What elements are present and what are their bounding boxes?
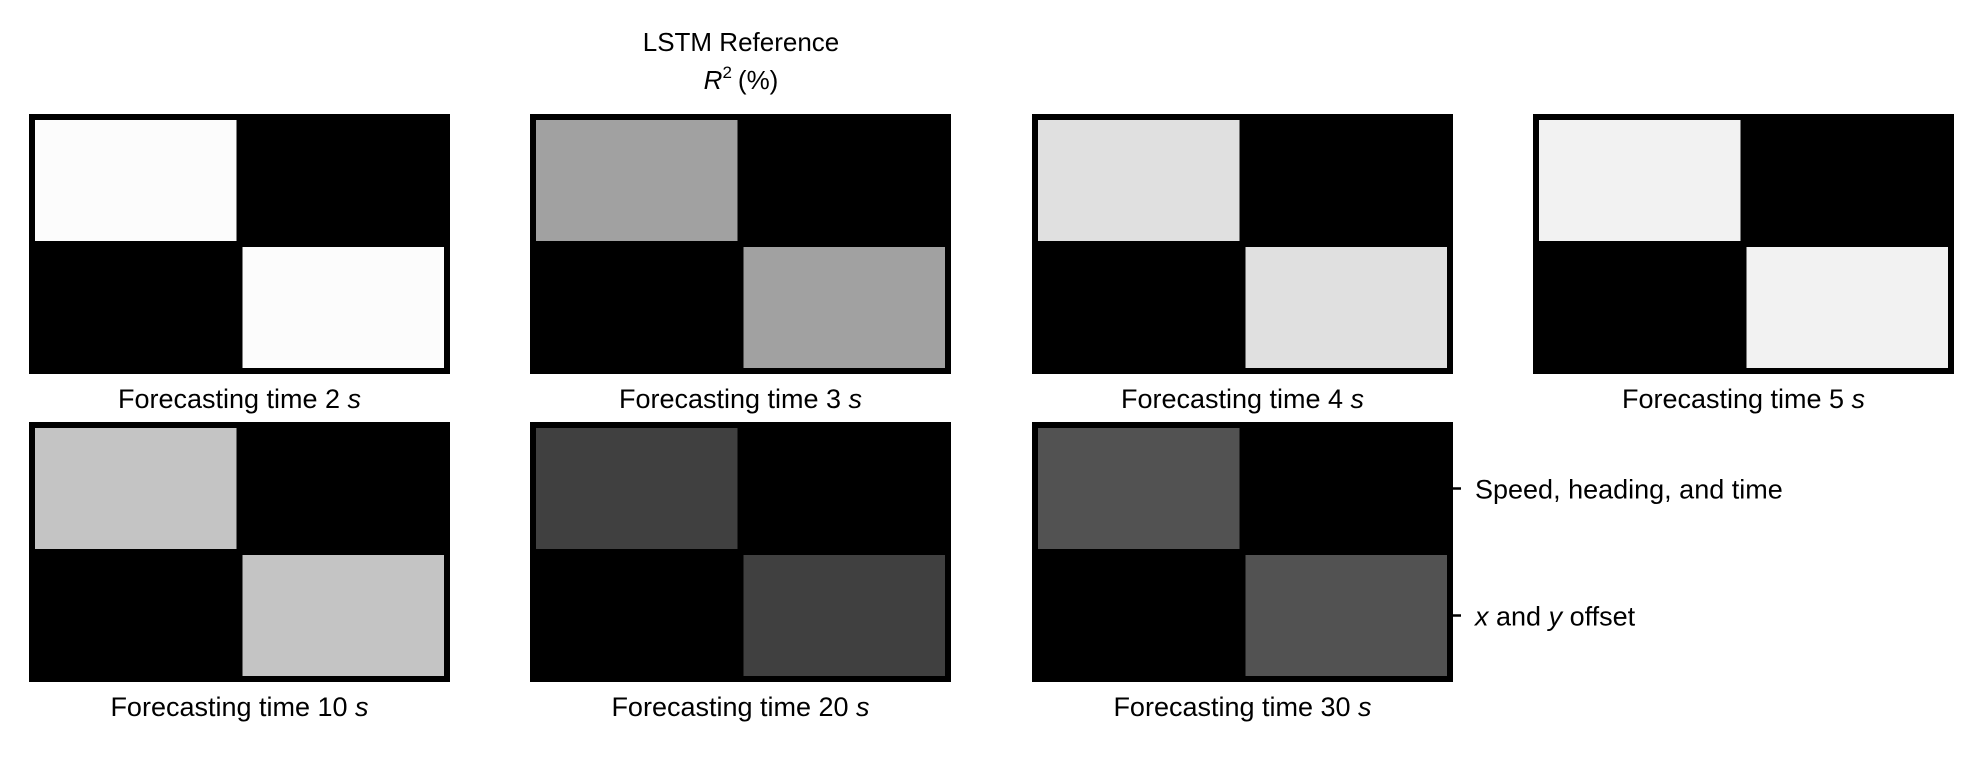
heatmap-cell-r0-c0 [29,422,243,555]
heatmap-cell-r0-c1 [236,422,450,555]
heatmap-cell-r0-c1 [737,422,951,555]
panel-label: Forecasting time 20 s [611,692,869,722]
panel-label: Forecasting time 10 s [110,692,368,722]
heatmap-cell-r1-c0 [1533,241,1747,374]
heatmap-cell-r1-c1 [737,549,951,682]
heatmap-cell-r1-c0 [29,241,243,374]
heatmap-cell-r0-c1 [737,114,951,247]
panel-label: Forecasting time 4 s [1121,384,1364,414]
heatmap-cell-r1-c1 [1239,241,1453,374]
heatmap-cell-r0-c0 [29,114,243,247]
y-ticks-group: Speed, heading, and time x and y offset [1450,475,1783,632]
heatmap-panel-t30: Forecasting time 30 s [1032,422,1453,722]
heatmap-cell-r1-c0 [530,549,744,682]
panel-frame [531,423,950,681]
heatmap-cell-r0-c0 [1032,114,1246,247]
heatmap-cell-r0-c1 [1239,422,1453,555]
panel-frame [1033,423,1452,681]
heatmap-cell-r0-c1 [1239,114,1453,247]
chart-title-metric: R2 (%) [704,63,779,95]
heatmap-cell-r1-c0 [530,241,744,374]
title-unit: (%) [738,65,778,95]
heatmap-cell-r1-c1 [236,241,450,374]
heatmap-cell-r0-c0 [1032,422,1246,555]
y-tick-label: x and y offset [1473,602,1636,632]
heatmap-panel-t4: Forecasting time 4 s [1032,114,1453,414]
title-symbol: R [704,65,723,95]
heatmap-cell-r1-c1 [1740,241,1954,374]
panel-label: Forecasting time 2 s [118,384,361,414]
heatmap-cell-r0-c1 [1740,114,1954,247]
heatmap-panel-t10: Forecasting time 10 s [29,422,450,722]
heatmap-cell-r0-c0 [1533,114,1747,247]
heatmap-cell-r0-c0 [530,422,744,555]
heatmap-cell-r1-c1 [236,549,450,682]
heatmap-cell-r1-c0 [1032,241,1246,374]
y-tick-label: Speed, heading, and time [1475,475,1783,505]
panel-frame [531,115,950,373]
heatmap-panel-t3: Forecasting time 3 s [530,114,951,414]
heatmap-cell-r1-c1 [737,241,951,374]
panel-label: Forecasting time 5 s [1622,384,1865,414]
heatmap-cell-r1-c0 [29,549,243,682]
heatmap-panel-t5: Forecasting time 5 s [1533,114,1954,414]
panels-group: Forecasting time 2 s Forecasting time 3 s… [29,114,1954,722]
panel-frame [30,423,449,681]
heatmap-panel-t2: Forecasting time 2 s [29,114,450,414]
heatmap-panel-t20: Forecasting time 20 s [530,422,951,722]
heatmap-cell-r1-c0 [1032,549,1246,682]
panel-frame [1534,115,1953,373]
heatmap-cell-r0-c0 [530,114,744,247]
chart-title: LSTM Reference [643,27,840,57]
panel-label: Forecasting time 30 s [1113,692,1371,722]
panel-frame [1033,115,1452,373]
title-superscript: 2 [722,63,731,82]
panel-label: Forecasting time 3 s [619,384,862,414]
panel-frame [30,115,449,373]
heatmap-cell-r0-c1 [236,114,450,247]
heatmap-cell-r1-c1 [1239,549,1453,682]
